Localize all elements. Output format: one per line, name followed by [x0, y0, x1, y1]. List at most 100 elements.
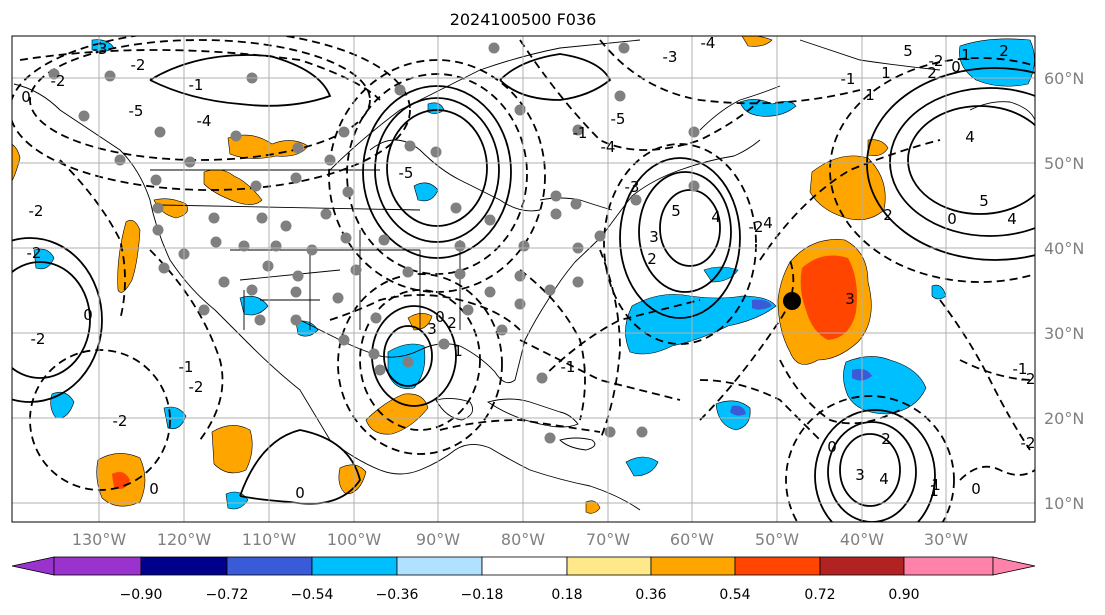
contour-label: -1	[179, 358, 194, 376]
colorbar-segment	[819, 556, 905, 576]
colorbar-extend-high	[992, 556, 1036, 576]
warm-anomaly-region	[809, 155, 886, 221]
contour-label: -2	[27, 244, 42, 262]
warm-anomaly-core	[800, 255, 857, 340]
colorbar-segment	[396, 556, 483, 576]
cool-anomaly-region	[295, 320, 319, 337]
observation-marker	[536, 372, 548, 384]
cool-anomaly-region	[959, 38, 1035, 87]
contour-label: -5	[129, 102, 144, 120]
observation-marker	[290, 286, 302, 298]
contour-label: -1	[841, 70, 856, 88]
observation-marker	[618, 42, 630, 54]
observation-marker	[256, 212, 268, 224]
observation-marker	[688, 180, 700, 192]
observation-marker	[484, 214, 496, 226]
cool-anomaly-region	[33, 248, 55, 270]
contour-label: -3	[663, 48, 678, 66]
contour-label: -2	[1021, 370, 1036, 388]
cool-anomaly-core	[730, 405, 746, 416]
contour-label: 2	[647, 250, 657, 268]
observation-marker	[514, 298, 526, 310]
colorbar	[11, 556, 1036, 576]
contour-label: -2	[31, 330, 46, 348]
colorbar-segment	[481, 556, 568, 576]
contour-label: -2	[131, 56, 146, 74]
contour-label: 0	[951, 58, 961, 76]
observation-marker	[324, 154, 336, 166]
observation-marker	[404, 140, 416, 152]
observation-marker	[340, 232, 352, 244]
colorbar-tick-label: −0.90	[120, 587, 163, 603]
longitude-label: 120°W	[157, 530, 212, 549]
contour-label: 1	[929, 482, 939, 500]
colorbar-tick-label: 0.90	[888, 587, 919, 603]
latitude-label: 60°N	[1044, 69, 1084, 88]
contour-lines-dashed	[12, 36, 1035, 522]
warm-anomaly-region	[741, 36, 773, 47]
observation-marker	[292, 142, 304, 154]
colorbar-tick-label: 0.72	[804, 587, 835, 603]
observation-marker	[462, 304, 474, 316]
contour-label: 0	[827, 438, 837, 456]
observation-marker	[488, 42, 500, 54]
longitude-label: 80°W	[501, 530, 545, 549]
longitude-label: 70°W	[586, 530, 630, 549]
contour-label: 4	[965, 128, 975, 146]
observation-marker	[636, 426, 648, 438]
contour-label: 0	[971, 480, 981, 498]
contour-label: 2	[999, 42, 1009, 60]
observation-marker	[292, 270, 304, 282]
cool-anomaly-region	[625, 456, 659, 477]
observation-marker	[630, 194, 642, 206]
contour-label: 1	[881, 64, 891, 82]
colorbar-tick-label: −0.18	[461, 587, 504, 603]
warm-anomaly-region	[203, 169, 263, 205]
latitude-label: 10°N	[1044, 494, 1084, 513]
observation-marker	[378, 234, 390, 246]
contour-label: 5	[979, 192, 989, 210]
contour-label: -2	[929, 52, 944, 70]
observation-marker	[184, 156, 196, 168]
contour-label: 3	[427, 320, 437, 338]
contour-label: 4	[763, 214, 773, 232]
observation-marker	[230, 130, 242, 142]
colorbar-segment	[650, 556, 736, 576]
observation-marker	[688, 126, 700, 138]
observation-marker	[438, 338, 450, 350]
observation-marker	[594, 230, 606, 242]
longitude-label: 40°W	[840, 530, 884, 549]
contour-label: -2	[29, 202, 44, 220]
observation-marker	[154, 126, 166, 138]
contour-lines	[12, 53, 1035, 522]
contour-label: -4	[701, 34, 716, 52]
observation-marker	[450, 202, 462, 214]
observation-marker	[250, 180, 262, 192]
observation-marker	[306, 244, 318, 256]
coastline-layer	[13, 39, 1035, 511]
contour-label: 0	[947, 210, 957, 228]
observation-marker	[430, 146, 442, 158]
observation-marker	[518, 240, 530, 252]
longitude-label: 90°W	[416, 530, 460, 549]
observation-marker	[48, 68, 60, 80]
observation-marker	[368, 348, 380, 360]
latitude-label: 30°N	[1044, 324, 1084, 343]
contour-label: 3	[649, 228, 659, 246]
observation-marker	[604, 426, 616, 438]
contour-label: -3	[625, 178, 640, 196]
observation-marker	[342, 186, 354, 198]
contour-label: -4	[601, 138, 616, 156]
observation-marker	[238, 240, 250, 252]
latitude-label: 20°N	[1044, 409, 1084, 428]
observation-marker	[290, 172, 302, 184]
contour-label: -2	[51, 72, 66, 90]
contour-label: 2	[883, 206, 893, 224]
observation-marker	[374, 364, 386, 376]
latitude-label: 50°N	[1044, 154, 1084, 173]
observation-marker	[210, 236, 222, 248]
observation-marker	[454, 268, 466, 280]
latitude-label: 40°N	[1044, 239, 1084, 258]
contour-label: -2	[189, 378, 204, 396]
observation-marker	[402, 356, 414, 368]
